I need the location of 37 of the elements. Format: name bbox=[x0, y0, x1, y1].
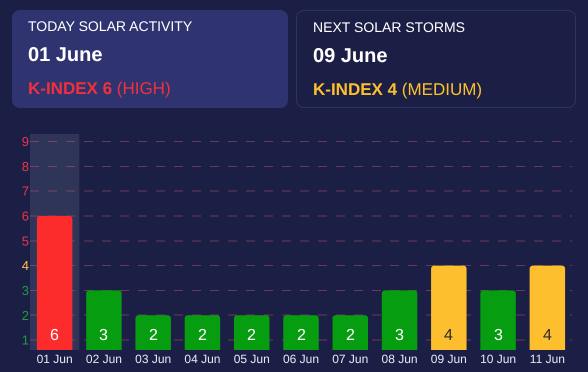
data-label: 3 bbox=[99, 327, 108, 344]
x-tick-label: 11 Jun bbox=[530, 352, 565, 366]
x-tick-label: 08 Jun bbox=[382, 352, 418, 366]
y-tick-label: 3 bbox=[22, 282, 29, 298]
x-tick-label: 09 Jun bbox=[430, 352, 467, 366]
text: 09 June bbox=[313, 45, 388, 68]
y-tick-label: 8 bbox=[22, 158, 29, 174]
y-tick-label: 7 bbox=[22, 184, 29, 199]
y-tick-label: 6 bbox=[22, 208, 29, 224]
text: 01 June bbox=[28, 44, 104, 67]
data-label: 4 bbox=[543, 327, 552, 344]
y-tick-label: 2 bbox=[22, 308, 29, 323]
data-label: 2 bbox=[346, 327, 355, 344]
x-tick-label: 05 Jun bbox=[234, 352, 270, 366]
x-tick-label: 06 Jun bbox=[282, 352, 320, 366]
text: K-INDEX 4 (MEDIUM) bbox=[313, 80, 484, 100]
x-tick-label: 01 Jun bbox=[36, 352, 73, 366]
data-label: 2 bbox=[297, 327, 306, 344]
data-label: 2 bbox=[247, 327, 256, 344]
x-tick-label: 07 Jun bbox=[332, 352, 368, 366]
y-tick-label: 4 bbox=[22, 258, 29, 274]
x-tick-label: 10 Jun bbox=[480, 352, 516, 366]
data-label: 3 bbox=[395, 327, 404, 344]
x-tick-label: 02 Jun bbox=[86, 352, 122, 366]
text: TODAY SOLAR ACTIVITY bbox=[28, 18, 194, 34]
data-label: 2 bbox=[198, 327, 207, 344]
y-tick-label: 9 bbox=[22, 134, 29, 149]
x-tick-label: 03 Jun bbox=[135, 352, 172, 366]
data-label: 2 bbox=[149, 327, 158, 344]
x-tick-label: 04 Jun bbox=[184, 352, 220, 366]
data-label: 4 bbox=[444, 327, 453, 344]
y-tick-label: 1 bbox=[22, 332, 29, 348]
text: NEXT SOLAR STORMS bbox=[313, 19, 466, 35]
data-label: 6 bbox=[50, 327, 59, 344]
data-label: 3 bbox=[494, 327, 503, 344]
text: K-INDEX 6 (HIGH) bbox=[28, 79, 172, 99]
y-tick-label: 5 bbox=[22, 233, 29, 248]
